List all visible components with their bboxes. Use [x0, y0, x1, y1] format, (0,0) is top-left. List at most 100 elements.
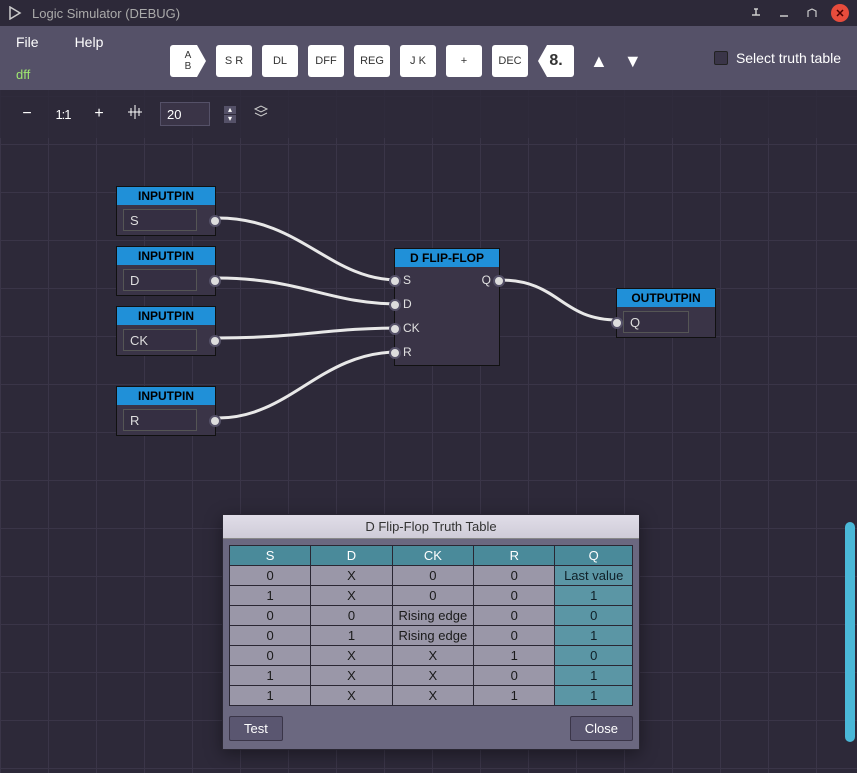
pin-name-field[interactable]: R [123, 409, 197, 431]
table-cell: Last value [555, 566, 633, 586]
pin-name-field[interactable]: CK [123, 329, 197, 351]
scrollbar-thumb[interactable] [845, 522, 855, 742]
grid-size-spinner[interactable]: ▴ ▾ [224, 106, 236, 123]
node-header: OUTPUTPIN [617, 289, 715, 307]
zoom-reset-icon[interactable]: 1:1 [52, 107, 74, 122]
port-out[interactable] [209, 275, 221, 287]
table-header: Q [555, 546, 633, 566]
close-button[interactable]: Close [570, 716, 633, 741]
titlebar: Logic Simulator (DEBUG) [0, 0, 857, 26]
table-cell: 0 [474, 626, 555, 646]
canvas[interactable]: − 1:1 + 20 ▴ ▾ INPUTPINSINPUTPINDINPUTPI… [0, 90, 857, 773]
port-in-ck[interactable] [389, 323, 401, 335]
table-cell: 1 [555, 586, 633, 606]
pin-name-field[interactable]: D [123, 269, 197, 291]
port-in-d[interactable] [389, 299, 401, 311]
port-in-s[interactable] [389, 275, 401, 287]
port-out[interactable] [209, 335, 221, 347]
table-row: 1XX11 [230, 686, 633, 706]
port-out-q[interactable] [493, 275, 505, 287]
comp-dl-button[interactable]: DL [262, 45, 298, 77]
table-cell: X [392, 646, 474, 666]
node-header: INPUTPIN [117, 187, 215, 205]
table-cell: Rising edge [392, 606, 474, 626]
truth-table-dialog[interactable]: D Flip-Flop Truth Table SDCKRQ 0X00Last … [222, 514, 640, 750]
table-cell: 0 [230, 626, 311, 646]
layers-icon[interactable] [250, 103, 272, 126]
comp-dec-button[interactable]: DEC [492, 45, 528, 77]
play-icon[interactable] [8, 6, 22, 20]
comp-sr-button[interactable]: S R [216, 45, 252, 77]
port-label-q: Q [482, 273, 491, 287]
port-out[interactable] [209, 215, 221, 227]
table-cell: 1 [555, 626, 633, 646]
pin-name-field[interactable]: Q [623, 311, 689, 333]
table-row: 01Rising edge01 [230, 626, 633, 646]
window-title: Logic Simulator (DEBUG) [32, 6, 180, 21]
port-label-d: D [403, 297, 412, 311]
minimize-icon[interactable] [775, 4, 793, 22]
table-header: S [230, 546, 311, 566]
menu-help[interactable]: Help [75, 34, 104, 50]
close-icon[interactable] [831, 4, 849, 22]
port-label-r: R [403, 345, 412, 359]
table-row: 0X00Last value [230, 566, 633, 586]
table-cell: 0 [474, 566, 555, 586]
canvas-toolbar: − 1:1 + 20 ▴ ▾ [0, 90, 857, 138]
comp-ab-button[interactable]: A B [170, 45, 206, 77]
table-header: R [474, 546, 555, 566]
table-cell: 0 [555, 646, 633, 666]
node-inputpin[interactable]: INPUTPIND [116, 246, 216, 296]
port-label-ck: CK [403, 321, 420, 335]
menu-file[interactable]: File [16, 34, 39, 50]
maximize-icon[interactable] [803, 4, 821, 22]
comp-reg-button[interactable]: REG [354, 45, 390, 77]
snap-icon[interactable] [124, 103, 146, 126]
table-row: 0XX10 [230, 646, 633, 666]
table-cell: 1 [474, 646, 555, 666]
grid-size-input[interactable]: 20 [160, 102, 210, 126]
node-inputpin[interactable]: INPUTPIN CK [116, 306, 216, 356]
port-in[interactable] [611, 317, 623, 329]
comp-seg-button[interactable]: 8. [538, 45, 574, 77]
node-outputpin[interactable]: OUTPUTPIN Q [616, 288, 716, 338]
table-cell: 0 [311, 606, 392, 626]
nav-up-icon[interactable]: ▲ [590, 51, 608, 72]
table-cell: 1 [555, 686, 633, 706]
table-cell: X [392, 686, 474, 706]
pin-icon[interactable] [747, 4, 765, 22]
component-palette: A B S R DL DFF REG J K + DEC 8. ▲ ▼ [170, 26, 714, 90]
table-cell: 0 [392, 566, 474, 586]
node-inputpin[interactable]: INPUTPIN S [116, 186, 216, 236]
zoom-out-icon[interactable]: − [16, 105, 38, 123]
table-cell: 0 [474, 666, 555, 686]
table-row: 00Rising edge00 [230, 606, 633, 626]
table-cell: 1 [230, 666, 311, 686]
test-button[interactable]: Test [229, 716, 283, 741]
table-cell: X [311, 566, 392, 586]
table-row: 1X001 [230, 586, 633, 606]
comp-jk-button[interactable]: J K [400, 45, 436, 77]
pin-name-field[interactable]: S [123, 209, 197, 231]
port-in-r[interactable] [389, 347, 401, 359]
comp-dff-button[interactable]: DFF [308, 45, 344, 77]
table-cell: 1 [474, 686, 555, 706]
table-cell: 0 [474, 606, 555, 626]
truth-table-checkbox[interactable] [714, 51, 728, 65]
toolbar: File Help dff A B S R DL DFF REG J K + D… [0, 26, 857, 90]
table-cell: 1 [230, 686, 311, 706]
table-cell: 0 [230, 646, 311, 666]
nav-down-icon[interactable]: ▼ [624, 51, 642, 72]
truth-table: SDCKRQ 0X00Last value1X00100Rising edge0… [229, 545, 633, 706]
spinner-up-icon[interactable]: ▴ [224, 106, 236, 114]
comp-plus-button[interactable]: + [446, 45, 482, 77]
table-cell: X [392, 666, 474, 686]
node-inputpin[interactable]: INPUTPINR [116, 386, 216, 436]
node-header: INPUTPIN [117, 307, 215, 325]
port-out[interactable] [209, 415, 221, 427]
table-cell: Rising edge [392, 626, 474, 646]
zoom-in-icon[interactable]: + [88, 105, 110, 123]
spinner-down-icon[interactable]: ▾ [224, 115, 236, 123]
node-dff[interactable]: D FLIP-FLOP S D CK R Q [394, 248, 500, 366]
truth-table-label: Select truth table [736, 50, 841, 66]
